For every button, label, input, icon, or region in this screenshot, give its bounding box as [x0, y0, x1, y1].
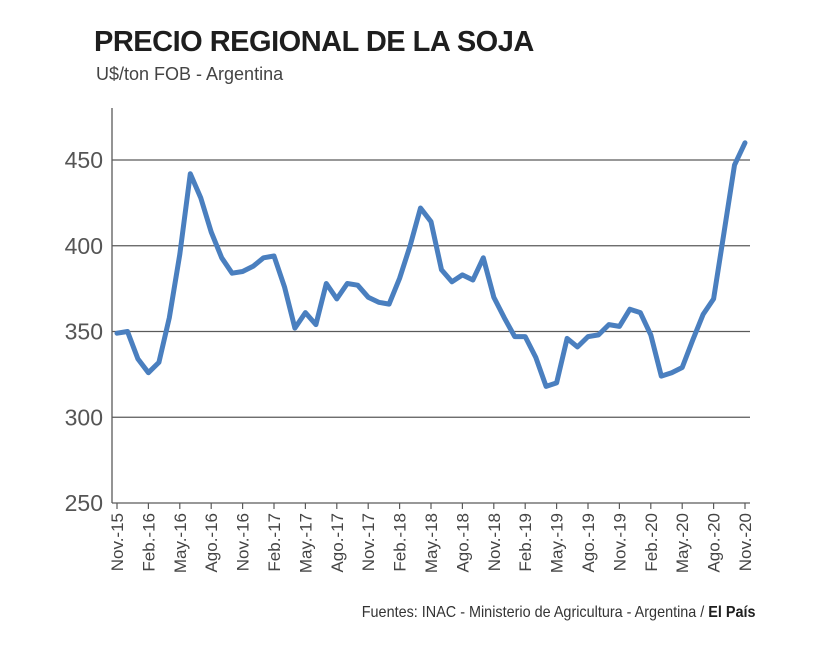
- y-tick-label: 450: [65, 147, 103, 173]
- x-tick-label: May.-18: [422, 513, 441, 573]
- x-tick-label: May.-20: [673, 513, 692, 573]
- x-tick-label: Nov.-15: [108, 513, 127, 571]
- x-tick-label: Nov.-20: [736, 513, 755, 571]
- x-tick-label: May.-17: [296, 513, 315, 573]
- y-tick-label: 400: [65, 233, 103, 259]
- chart-title: PRECIO REGIONAL DE LA SOJA: [94, 26, 534, 58]
- chart-subtitle: U$/ton FOB - Argentina: [96, 64, 284, 84]
- x-tick-label: Ago.-20: [705, 513, 724, 573]
- x-tick-label: Ago.-17: [328, 513, 347, 573]
- x-tick-label: Feb.-20: [642, 513, 661, 572]
- x-tick-label: May.-16: [171, 513, 190, 573]
- x-tick-label: Feb.-18: [391, 513, 410, 572]
- y-tick-label: 250: [65, 490, 103, 516]
- x-tick-label: Ago.-19: [579, 513, 598, 573]
- y-tick-label: 300: [65, 404, 103, 430]
- x-tick-label: Feb.-16: [139, 513, 158, 572]
- x-tick-label: Nov.-17: [359, 513, 378, 571]
- x-tick-label: Feb.-19: [516, 513, 535, 572]
- y-tick-label: 350: [65, 319, 103, 345]
- x-tick-label: Ago.-18: [453, 513, 472, 573]
- source-note: Fuentes: INAC - Ministerio de Agricultur…: [362, 604, 756, 622]
- x-tick-label: Ago.-16: [202, 513, 221, 573]
- x-tick-label: Nov.-18: [485, 513, 504, 571]
- source-prefix: Fuentes: INAC - Ministerio de Agricultur…: [362, 604, 709, 621]
- x-tick-label: May.-19: [548, 513, 567, 573]
- x-tick-label: Nov.-16: [234, 513, 253, 571]
- source-brand: El País: [708, 604, 756, 621]
- x-tick-label: Nov.-19: [610, 513, 629, 571]
- series-line: [114, 140, 748, 389]
- x-tick-label: Feb.-17: [265, 513, 284, 572]
